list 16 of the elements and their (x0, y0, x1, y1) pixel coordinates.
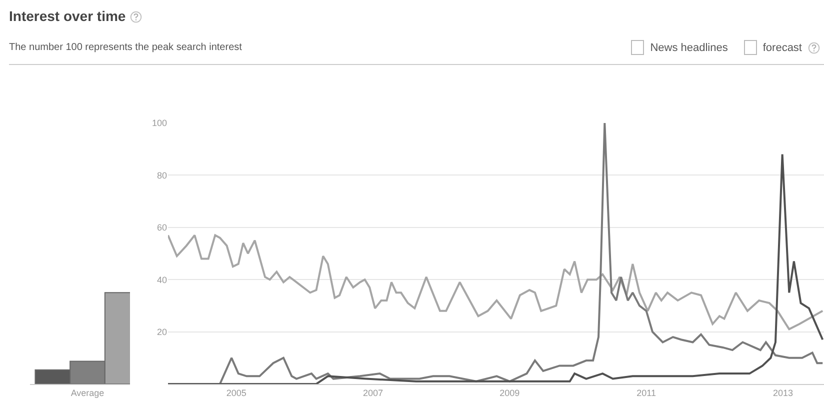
text: forecast (762, 42, 802, 54)
x-tick-label: 2007 (362, 388, 384, 398)
y-tick-label: 80 (156, 170, 167, 180)
x-tick-label: Average (70, 388, 104, 398)
x-tick-label: 2005 (226, 388, 246, 398)
chart-title: Interest over time (9, 8, 127, 24)
text: News headlines (650, 42, 728, 54)
y-tick-label: 40 (156, 274, 167, 285)
y-tick-label: 100 (152, 118, 167, 128)
chart-subtitle: The number 100 represents the peak search interest (9, 42, 242, 53)
x-tick-label: 2011 (636, 388, 656, 398)
x-tick-label: 2009 (500, 388, 520, 398)
line-series (168, 234, 824, 330)
y-tick-label: 20 (156, 326, 167, 337)
x-tick-label: 2013 (772, 388, 794, 398)
y-tick-label: 60 (156, 222, 167, 233)
